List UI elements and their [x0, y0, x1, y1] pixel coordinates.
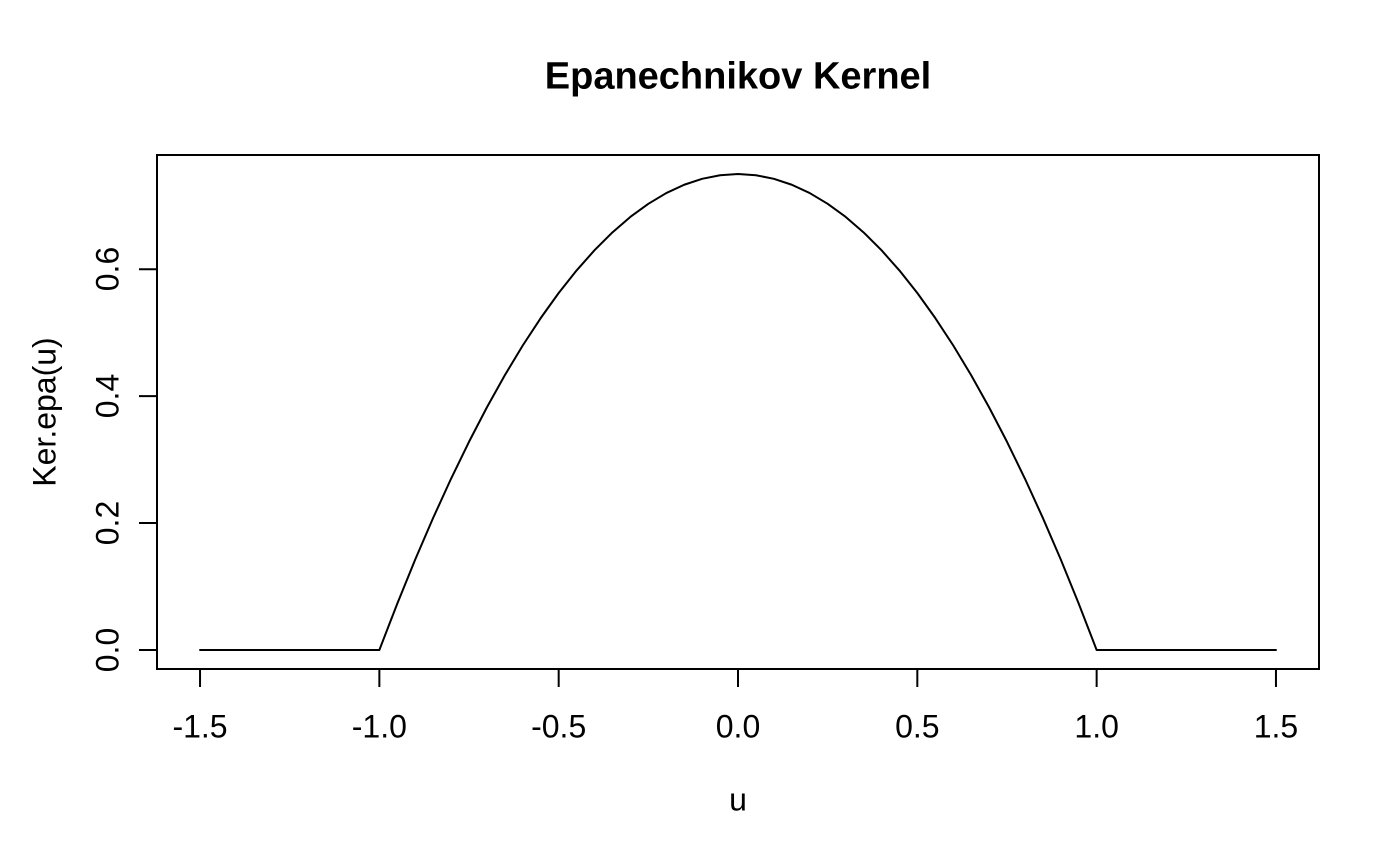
chart-title: Epanechnikov Kernel — [544, 55, 932, 98]
x-axis-label: u — [729, 781, 747, 818]
kernel-curve — [199, 173, 1277, 651]
x-tick-label-6: 1.5 — [1253, 708, 1299, 745]
y-tick-label-1: 0.2 — [89, 500, 126, 546]
x-tick-label-2: -0.5 — [531, 708, 587, 745]
x-tick-label-4: 0.5 — [895, 708, 940, 745]
y-tick-label-2: 0.4 — [89, 373, 126, 419]
y-tick-label-3: 0.6 — [89, 246, 126, 292]
x-tick-label-5: 1.0 — [1074, 708, 1119, 745]
y-tick-label-0: 0.0 — [89, 627, 126, 673]
x-tick-label-0: -1.5 — [172, 708, 228, 745]
plot-box — [156, 154, 1320, 670]
x-tick-label-1: -1.0 — [351, 708, 407, 745]
x-tick-label-3: 0.0 — [715, 708, 761, 745]
